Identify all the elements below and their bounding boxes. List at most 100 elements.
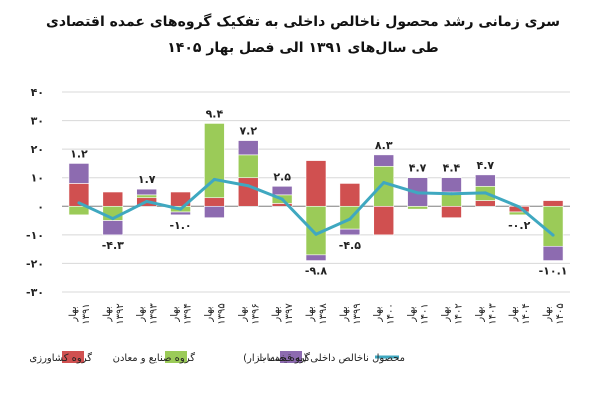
gdp-point — [145, 199, 149, 203]
x-tick-season: بهار — [203, 306, 214, 322]
bar-segment-series-0-cat-4 — [204, 197, 225, 207]
x-tick-season: بهار — [508, 306, 519, 322]
bar-segment-series-2-cat-12 — [475, 174, 496, 187]
data-labels: ۱.۲ -۴.۳ ۱.۷ -۱.۰ ۹.۴ ۷.۲ ۲.۵ -۹.۸ -۴.۵ ۸.۳ ۴.۷ ۴.۴… — [70, 107, 567, 277]
x-tick-label: بهار ۱۳۹۹ — [339, 303, 363, 324]
bar-segment-series-0-cat-7 — [305, 160, 327, 207]
x-tick-label: بهار ۱۳۹۲ — [102, 303, 126, 324]
bar-segment-series-0-cat-8 — [339, 183, 361, 207]
data-label: ۴.۷ — [409, 162, 427, 175]
x-tick-label: بهار ۱۴۰۱ — [407, 303, 431, 324]
data-label: ۹.۴ — [206, 107, 224, 120]
data-label: ۴.۷ — [477, 159, 495, 172]
x-tick-label: بهار ۱۳۹۳ — [136, 303, 160, 325]
bar-segment-series-2-cat-5 — [237, 140, 259, 156]
x-tick-label: بهار ۱۳۹۸ — [305, 303, 329, 325]
data-label: ۷.۲ — [239, 125, 257, 138]
bar-segment-series-2-cat-4 — [204, 205, 225, 219]
data-label: ۱.۷ — [138, 173, 156, 186]
gdp-point — [246, 184, 250, 188]
bar-segment-series-2-cat-0 — [68, 163, 90, 184]
bar-segment-series-0-cat-9 — [373, 205, 395, 236]
x-tick-season: بهار — [170, 306, 181, 322]
bar-segment-series-1-cat-9 — [373, 165, 395, 207]
data-label: -۰.۲ — [508, 219, 530, 232]
data-label: ۲.۵ — [273, 170, 291, 183]
bar-segment-series-2-cat-11 — [441, 177, 462, 193]
x-tick-season: بهار — [542, 306, 553, 322]
gdp-point — [77, 201, 81, 205]
data-label: -۱.۰ — [169, 219, 191, 232]
x-tick-season: بهار — [474, 306, 485, 322]
x-tick-label: بهار ۱۴۰۵ — [542, 303, 566, 324]
y-axis: ۴۰ ۳۰ ۲۰ ۱۰ ۰ -۱۰ -۲۰ -۳۰ — [26, 86, 44, 299]
bar-segment-series-2-cat-14 — [542, 245, 564, 261]
x-tick-year: ۱۳۹۶ — [250, 303, 261, 324]
data-label: -۹.۸ — [305, 265, 327, 278]
legend-label-3: محصول ناخالص داخلی (به قیمت بازار) — [243, 353, 405, 364]
gdp-point — [314, 232, 318, 236]
x-tick-season: بهار — [237, 306, 248, 322]
y-tick-label: -۲۰ — [26, 257, 44, 270]
y-tick-label: -۳۰ — [26, 286, 44, 299]
x-tick-year: ۱۴۰۳ — [487, 303, 498, 325]
gdp-point — [382, 181, 386, 185]
legend-label-0: گروه کشاورزی — [29, 352, 92, 364]
bar-segment-series-1-cat-10 — [407, 205, 428, 210]
x-axis: بهار ۱۳۹۱ بهار ۱۳۹۲ بهار ۱۳۹۳ بهار ۱۳۹۴ بهار ۱۳۹۵… — [68, 303, 566, 325]
x-tick-season: بهار — [407, 306, 418, 322]
bar-segment-series-2-cat-2 — [136, 188, 157, 196]
data-label: ۸.۳ — [375, 139, 393, 152]
x-tick-year: ۱۳۹۴ — [183, 303, 194, 324]
bar-segment-series-0-cat-14 — [542, 200, 564, 207]
gdp-line — [77, 177, 555, 237]
bar-segment-series-2-cat-6 — [271, 185, 293, 196]
gdp-point — [111, 217, 115, 221]
bar-segment-series-2-cat-7 — [305, 254, 327, 261]
bar-segment-series-0-cat-12 — [475, 200, 496, 207]
x-tick-season: بهار — [102, 306, 113, 322]
x-tick-year: ۱۴۰۵ — [555, 303, 566, 324]
bar-segment-series-2-cat-1 — [102, 220, 124, 236]
x-tick-year: ۱۳۹۱ — [81, 303, 92, 324]
bar-segment-series-1-cat-2 — [136, 194, 157, 199]
x-tick-year: ۱۳۹۲ — [115, 303, 126, 324]
x-tick-label: بهار ۱۴۰۴ — [508, 303, 532, 324]
x-tick-year: ۱۳۹۵ — [216, 303, 227, 324]
data-label: -۱۰.۱ — [539, 265, 568, 278]
x-tick-label: بهار ۱۳۹۶ — [237, 303, 261, 324]
x-tick-season: بهار — [305, 306, 316, 322]
gdp-point — [551, 233, 555, 237]
bar-segment-series-0-cat-5 — [237, 177, 259, 207]
x-tick-label: بهار ۱۳۹۴ — [170, 303, 194, 324]
legend-swatch-1 — [165, 351, 187, 363]
x-tick-year: ۱۴۰۲ — [453, 303, 464, 324]
x-tick-season: بهار — [440, 306, 451, 322]
x-tick-label: بهار ۱۴۰۳ — [474, 303, 498, 325]
x-tick-label: بهار ۱۳۹۵ — [203, 303, 227, 324]
y-tick-label: ۱۰ — [31, 172, 44, 185]
x-tick-season: بهار — [136, 306, 147, 322]
data-label: -۴.۵ — [339, 239, 361, 252]
gdp-point — [212, 177, 216, 181]
bar-segment-series-2-cat-3 — [170, 211, 191, 216]
legend-label-1: گروه صنایع و معادن — [113, 352, 196, 364]
legend-swatch-2 — [280, 351, 302, 363]
y-tick-label: ۲۰ — [31, 143, 44, 156]
gdp-point — [416, 191, 420, 195]
bars — [68, 123, 564, 261]
x-tick-year: ۱۳۹۹ — [352, 303, 363, 324]
x-tick-season: بهار — [339, 306, 350, 322]
x-tick-season: بهار — [68, 306, 79, 322]
x-tick-year: ۱۳۹۷ — [284, 303, 295, 325]
x-tick-label: بهار ۱۳۹۷ — [271, 303, 295, 325]
y-tick-label: -۱۰ — [26, 229, 44, 242]
bar-segment-series-1-cat-14 — [542, 205, 564, 247]
legend: گروه کشاورزی گروه صنایع و معادن گروه خدمات… — [29, 351, 405, 364]
bar-segment-series-2-cat-9 — [373, 154, 395, 167]
gdp-point — [348, 217, 352, 221]
x-tick-label: بهار ۱۴۰۰ — [373, 303, 397, 324]
legend-swatch-0 — [62, 351, 84, 363]
bar-segment-series-0-cat-1 — [102, 191, 124, 207]
x-tick-season: بهار — [373, 306, 384, 322]
